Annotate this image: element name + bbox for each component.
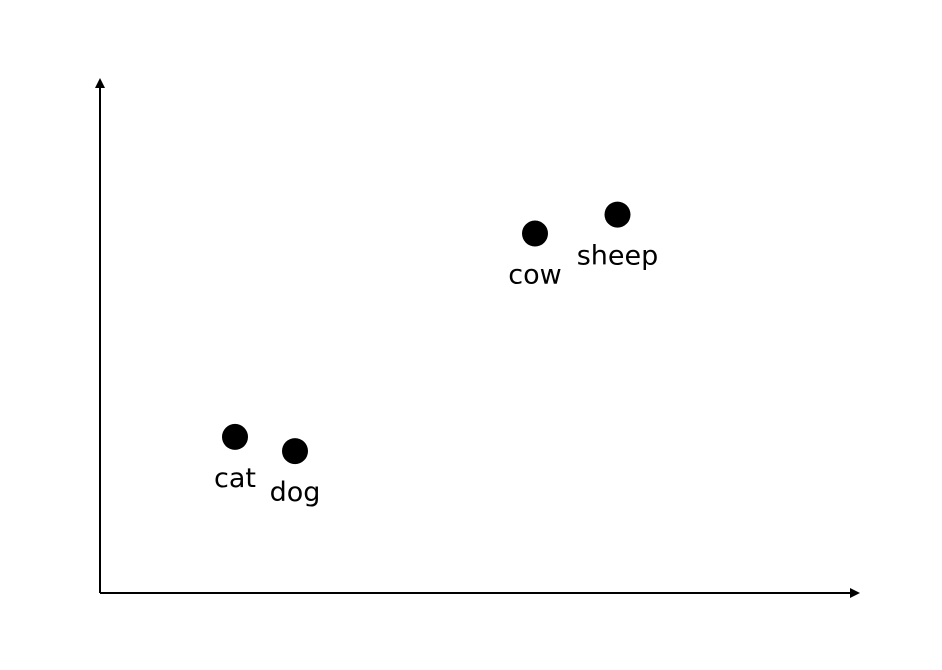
data-point-sheep bbox=[604, 201, 631, 228]
point-label-cow: cow bbox=[508, 260, 561, 291]
point-label-dog: dog bbox=[270, 477, 321, 508]
point-label-sheep: sheep bbox=[577, 241, 659, 272]
data-point-dog bbox=[282, 438, 308, 465]
point-label-cat: cat bbox=[214, 463, 256, 494]
data-points: cat dog cow sheep bbox=[214, 201, 659, 508]
data-point-cow bbox=[522, 220, 548, 247]
data-point-cat bbox=[222, 423, 248, 450]
